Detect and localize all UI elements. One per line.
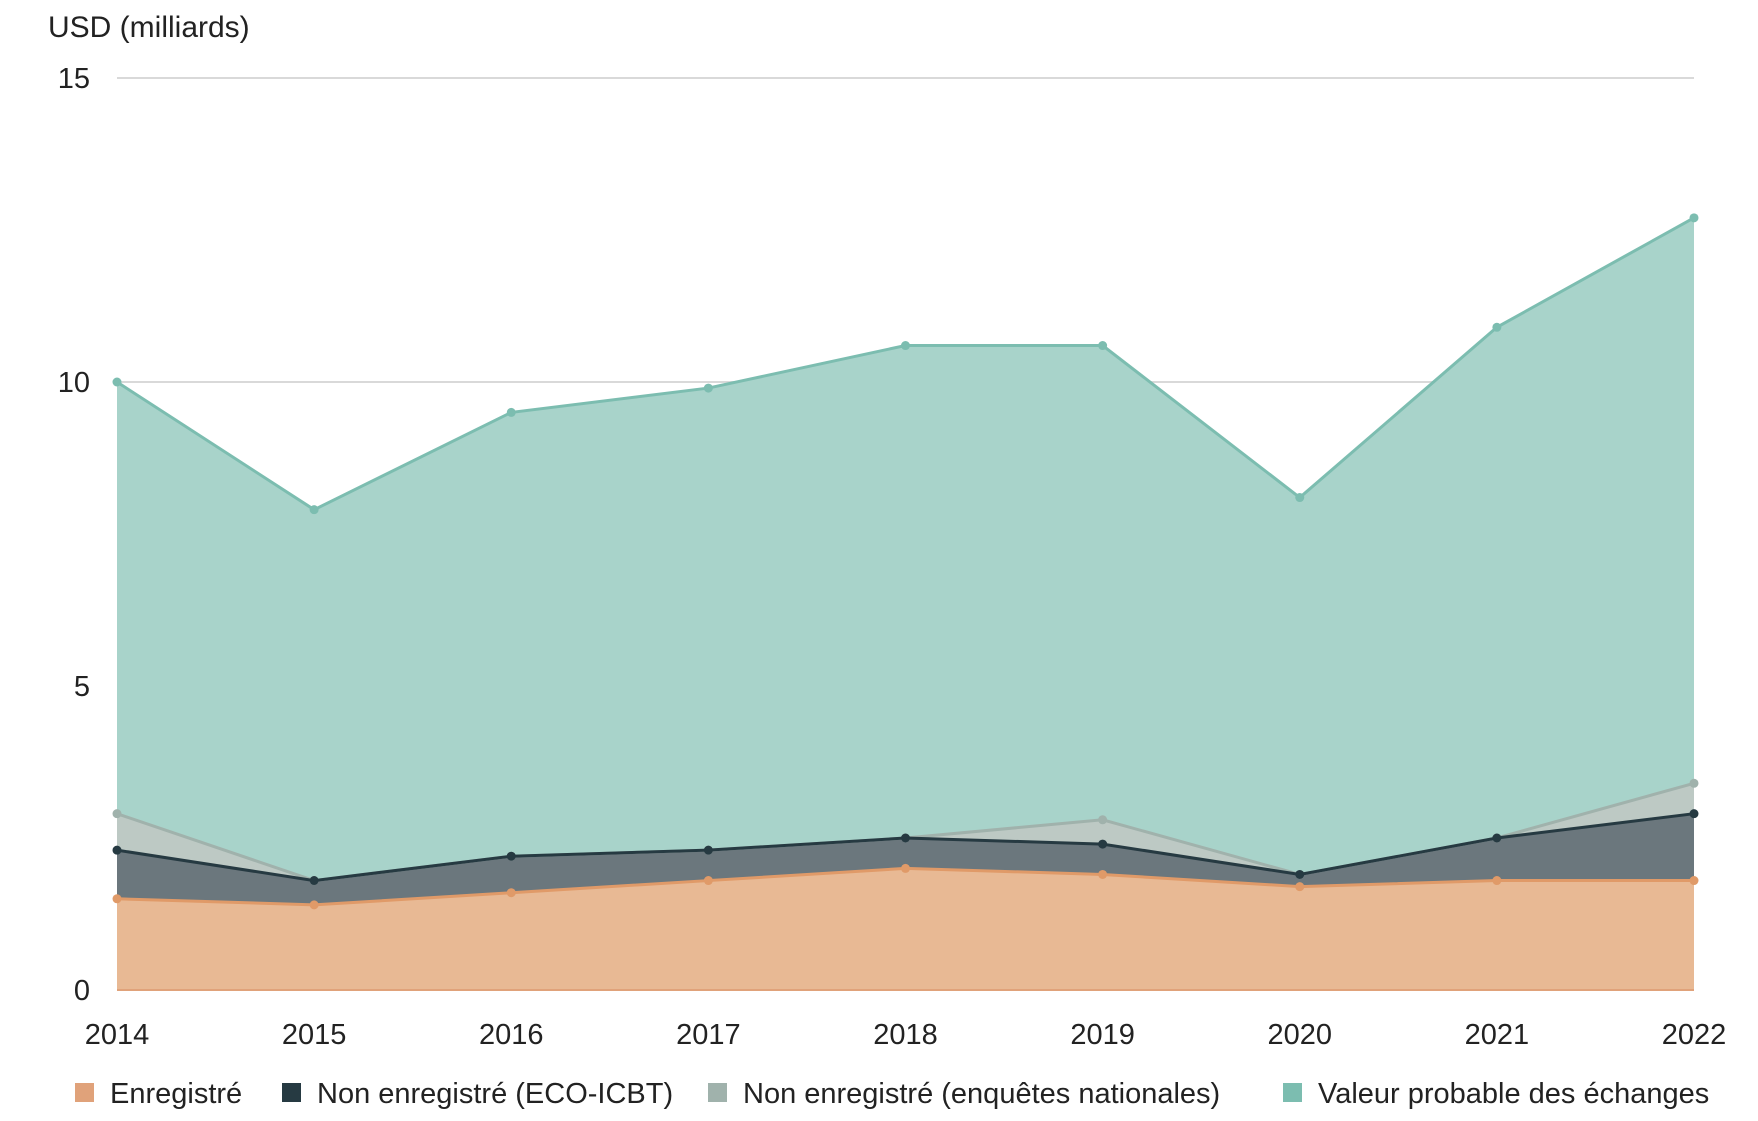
legend-label: Non enregistré (enquêtes nationales) (743, 1078, 1220, 1110)
data-point (506, 888, 516, 898)
legend-label: Enregistré (110, 1078, 242, 1110)
data-point (1098, 341, 1108, 351)
data-point (1098, 815, 1108, 825)
data-point (309, 505, 319, 515)
data-point (1492, 833, 1502, 843)
x-tick-label: 2018 (873, 1019, 938, 1051)
legend-label: Non enregistré (ECO-ICBT) (317, 1078, 673, 1110)
data-point (309, 900, 319, 910)
data-point (1689, 778, 1699, 788)
data-point (1689, 213, 1699, 223)
x-tick-label: 2015 (282, 1019, 347, 1051)
data-point (112, 809, 122, 819)
legend-swatch (708, 1083, 727, 1102)
x-tick-label: 2021 (1465, 1019, 1530, 1051)
data-point (901, 341, 910, 351)
data-point (1295, 493, 1305, 503)
area-non-enregistr-enqu-tes-nationales- (117, 783, 1694, 881)
data-point (901, 833, 910, 843)
x-tick-label: 2019 (1070, 1019, 1135, 1051)
x-tick-label: 2022 (1662, 1019, 1727, 1051)
data-point (1098, 839, 1108, 849)
data-point (506, 851, 516, 861)
data-point (112, 845, 122, 855)
data-point (703, 383, 713, 393)
y-tick-label: 15 (58, 63, 90, 95)
data-point (1492, 876, 1502, 886)
data-point (1492, 322, 1502, 332)
x-tick-label: 2016 (479, 1019, 544, 1051)
legend-swatch (75, 1083, 94, 1102)
y-tick-label: 0 (74, 975, 90, 1007)
data-point (1295, 882, 1305, 892)
data-point (506, 407, 516, 417)
area-valeur-probable-des-changes (117, 217, 1694, 881)
x-tick-label: 2017 (676, 1019, 741, 1051)
legend-swatch (1283, 1083, 1302, 1102)
x-tick-label: 2020 (1267, 1019, 1332, 1051)
data-point (1689, 876, 1699, 886)
data-point (1295, 869, 1305, 879)
data-point (703, 845, 713, 855)
legend-label: Valeur probable des échanges (1318, 1078, 1709, 1110)
data-point (309, 876, 319, 886)
x-tick-label: 2014 (85, 1019, 150, 1051)
data-point (1098, 869, 1108, 879)
data-point (112, 894, 122, 904)
data-point (703, 876, 713, 886)
data-point (1689, 809, 1699, 819)
y-tick-label: 5 (74, 671, 90, 703)
y-tick-label: 10 (58, 367, 90, 399)
data-point (112, 377, 122, 387)
area-non-enregistr-eco-icbt- (117, 813, 1694, 905)
legend-swatch (282, 1083, 301, 1102)
data-point (901, 863, 910, 873)
y-axis-title: USD (milliards) (48, 11, 250, 44)
area-enregistr- (117, 868, 1694, 990)
